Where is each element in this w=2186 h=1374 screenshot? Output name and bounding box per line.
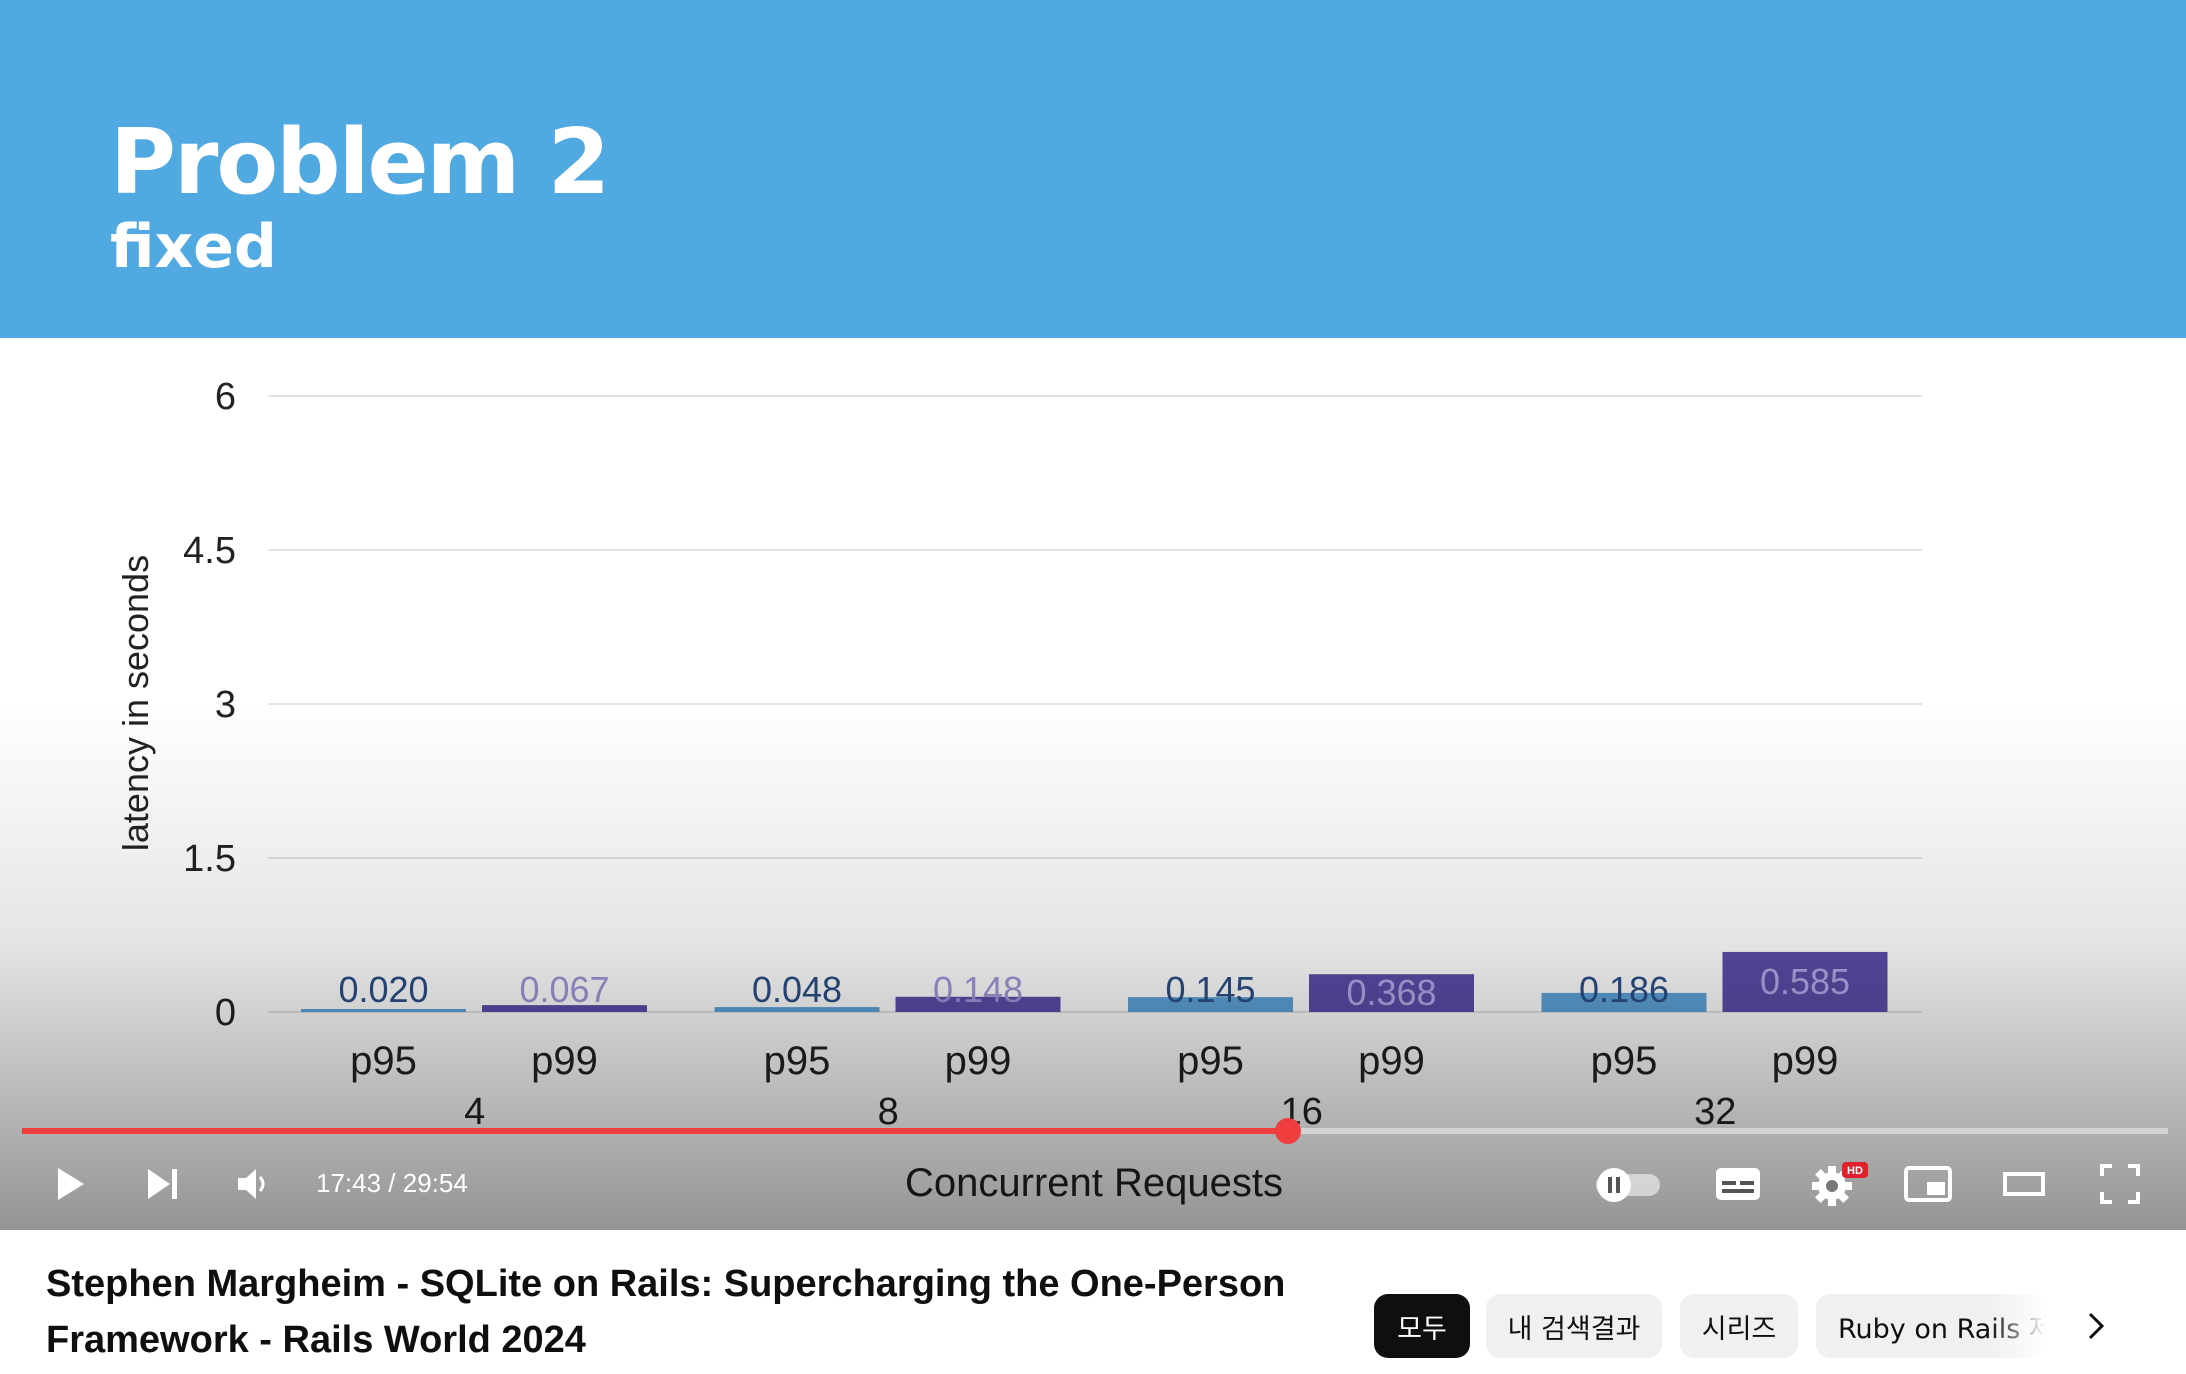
x-category-label: p99	[1772, 1039, 1839, 1083]
x-category-label: p99	[945, 1039, 1012, 1083]
bar-p95-8	[714, 1007, 880, 1012]
bar-p99-8	[895, 996, 1061, 1012]
latency-bar-chart: 64.531.50 latency in seconds 0.020 0.067 0…	[115, 376, 1922, 1205]
gear-icon: HD	[1812, 1162, 1868, 1206]
bar-p99-32	[1722, 951, 1888, 1012]
miniplayer-button[interactable]	[1900, 1156, 1956, 1212]
x-axis-groups: 4 8 16 32	[464, 1091, 1736, 1133]
y-tick-label: 6	[215, 376, 236, 418]
subtitles-icon	[1716, 1168, 1760, 1200]
x-axis-categories: p95 p99 p95 p99 p95 p99 p95 p99	[350, 1039, 1838, 1083]
next-button[interactable]	[134, 1156, 190, 1212]
play-icon	[58, 1168, 84, 1200]
chip-my-results[interactable]: 내 검색결과	[1486, 1294, 1662, 1358]
x-group-label: 32	[1694, 1091, 1736, 1133]
chevron-right-icon	[2088, 1312, 2105, 1340]
slide-header: Problem 2 fixed	[0, 0, 2186, 338]
bar-p95-32	[1541, 992, 1707, 1012]
y-axis-ticks: 6 4.5 3 1.5 0	[183, 376, 236, 1034]
bar-p95-4	[301, 1009, 466, 1012]
chip-all[interactable]: 모두	[1374, 1294, 1470, 1358]
x-category-label: p95	[1591, 1039, 1658, 1083]
chip-series[interactable]: 시리즈	[1680, 1294, 1798, 1358]
video-info-bar: Stephen Margheim - SQLite on Rails: Supe…	[0, 1230, 2186, 1374]
next-icon	[148, 1169, 177, 1199]
fullscreen-icon	[2100, 1164, 2140, 1204]
volume-icon	[238, 1169, 265, 1199]
video-player[interactable]: Problem 2 fixed 6 4.5 3 1.5 0 latency in sec…	[0, 0, 2186, 1230]
x-axis-label: Concurrent Requests	[905, 1161, 1283, 1205]
x-group-label: 4	[464, 1091, 485, 1133]
x-category-label: p99	[1358, 1039, 1425, 1083]
bar-data-label: 0.368	[1346, 972, 1436, 1013]
mute-button[interactable]	[226, 1156, 282, 1212]
bar-data-label: 0.148	[933, 969, 1023, 1010]
miniplayer-icon	[1904, 1166, 1952, 1202]
slide-title: Problem 2	[110, 110, 610, 215]
fullscreen-button[interactable]	[2092, 1156, 2148, 1212]
hd-badge: HD	[1847, 1165, 1863, 1177]
bar-p99-16	[1309, 974, 1474, 1012]
subtitles-button[interactable]	[1710, 1156, 1766, 1212]
slide-subtitle: fixed	[110, 212, 277, 282]
y-axis-label: latency in seconds	[115, 555, 156, 851]
bar-data-label: 0.048	[752, 969, 842, 1010]
progress-played	[22, 1128, 1289, 1134]
bar-p95-16	[1128, 997, 1293, 1012]
y-tick-label: 1.5	[183, 838, 236, 880]
chip-fade	[1990, 1294, 2060, 1358]
time-display: 17:43 / 29:54	[316, 1168, 468, 1198]
settings-button[interactable]: HD	[1804, 1156, 1868, 1212]
bar-data-label: 0.585	[1760, 961, 1850, 1002]
bar-data-label: 0.020	[338, 969, 428, 1010]
y-tick-label: 0	[215, 992, 236, 1034]
video-title: Stephen Margheim - SQLite on Rails: Supe…	[46, 1263, 1286, 1361]
y-tick-label: 4.5	[183, 530, 236, 572]
x-category-label: p95	[1177, 1039, 1244, 1083]
bar-data-label: 0.145	[1165, 969, 1255, 1010]
bar-p99-4	[482, 1005, 647, 1012]
player-controls: 17:43 / 29:54	[0, 1150, 2186, 1220]
x-group-label: 8	[878, 1091, 899, 1133]
x-category-label: p95	[350, 1039, 417, 1083]
chips-next-button[interactable]	[2076, 1306, 2116, 1346]
bar-data-label: 0.067	[519, 969, 609, 1010]
bar-data-label: 0.186	[1579, 969, 1669, 1010]
chart-bars: 0.020 0.067 0.048 0.148 0.145 0.368 0.186 0.585	[301, 951, 1888, 1013]
progress-scrubber[interactable]	[1275, 1118, 1302, 1144]
autoplay-toggle-icon	[1596, 1168, 1660, 1202]
x-category-label: p99	[531, 1039, 598, 1083]
x-category-label: p95	[764, 1039, 831, 1083]
play-button[interactable]	[40, 1156, 96, 1212]
chart-gridlines	[268, 395, 1922, 1013]
theater-icon	[2003, 1172, 2045, 1196]
theater-mode-button[interactable]	[1996, 1156, 2052, 1212]
y-tick-label: 3	[215, 684, 236, 726]
autoplay-toggle[interactable]	[1592, 1156, 1664, 1212]
progress-bar[interactable]	[22, 1118, 2168, 1144]
